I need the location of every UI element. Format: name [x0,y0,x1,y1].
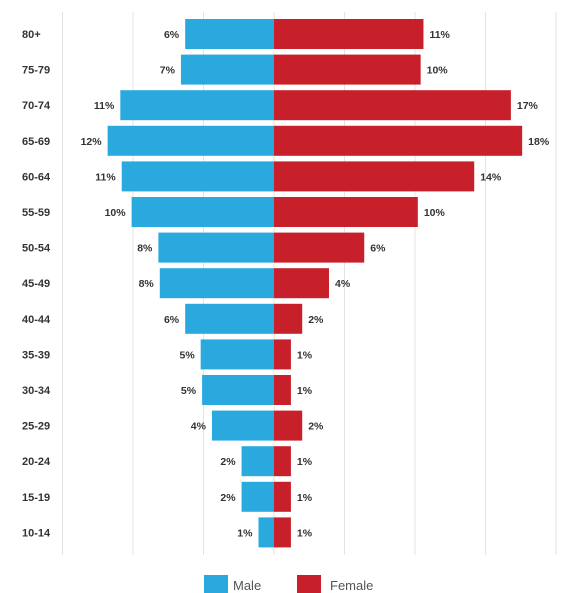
data-label: 10% [105,207,127,219]
y-tick-label: 55-59 [22,207,50,219]
y-tick-label: 35-39 [22,349,50,361]
y-tick-label: 65-69 [22,136,50,148]
bar-female [274,161,475,192]
data-label: 4% [335,278,351,290]
bar-male [258,517,274,548]
y-tick-label: 60-64 [22,171,51,183]
legend: Male Female [204,575,373,593]
data-label: 1% [237,527,253,539]
bar-female [274,410,303,441]
y-tick-label: 20-24 [22,456,51,468]
bar-female [274,339,291,370]
data-label: 7% [160,65,176,77]
bar-male [185,303,274,334]
data-label: 2% [308,314,324,326]
data-label: 2% [220,456,236,468]
data-label: 1% [297,456,313,468]
bar-male [107,125,275,156]
data-label: 11% [95,171,116,183]
bar-female [274,54,421,85]
bar-male [131,197,274,227]
data-label: 10% [424,207,446,219]
bar-male [185,19,274,49]
bar-male [211,410,274,441]
y-axis-tick-labels: 80+ 75-79 70-74 65-69 60-64 55-59 50-54 45-49 40… [22,29,51,539]
bar-female [274,303,303,334]
data-label: 1% [297,385,313,397]
bar-male [202,375,274,405]
bar-female [274,446,291,477]
bar-male [159,268,274,299]
bar-male [121,161,274,192]
bar-female [274,90,511,121]
data-label: 5% [181,385,197,397]
y-tick-label: 80+ [22,29,41,41]
data-label: 8% [139,278,155,290]
bar-female [274,197,418,227]
bar-female [274,481,291,512]
bar-female [274,517,291,548]
data-label: 1% [297,349,313,361]
data-label: 2% [308,421,324,433]
data-label: 2% [220,492,236,504]
bars [107,19,523,548]
bar-male [241,446,274,477]
data-label: 10% [427,65,449,77]
y-tick-label: 45-49 [22,278,50,290]
y-tick-label: 30-34 [22,385,51,397]
bar-male [200,339,274,370]
data-label: 11% [429,29,450,41]
bar-male [158,232,274,263]
y-tick-label: 10-14 [22,527,51,539]
y-tick-label: 70-74 [22,100,51,112]
bar-male [241,481,274,512]
data-label: 11% [94,100,115,112]
bar-female [274,19,424,49]
data-label: 8% [137,243,153,255]
data-label: 1% [297,527,313,539]
y-tick-label: 40-44 [22,314,51,326]
bar-male [120,90,274,121]
bar-female [274,375,291,405]
bar-female [274,125,523,156]
data-label: 6% [164,29,180,41]
legend-swatch-male [204,575,228,593]
data-label: 12% [81,136,103,148]
data-label: 4% [191,421,207,433]
data-labels: 6% 11% 7% 10% 11% 17% 12% 18% 11% 14% 10% 10% 8% 6% 8%… [81,29,550,539]
y-tick-label: 50-54 [22,243,51,255]
data-label: 18% [528,136,550,148]
data-label: 6% [164,314,180,326]
bar-female [274,268,329,299]
legend-label-male: Male [233,578,261,593]
bar-female [274,232,365,263]
data-label: 14% [480,171,502,183]
y-tick-label: 75-79 [22,65,50,77]
data-label: 6% [370,243,386,255]
y-tick-label: 15-19 [22,492,50,504]
legend-swatch-female [297,575,321,593]
data-label: 1% [297,492,313,504]
y-tick-label: 25-29 [22,421,50,433]
data-label: 5% [179,349,195,361]
data-label: 17% [517,100,539,112]
legend-label-female: Female [330,578,373,593]
bar-male [180,54,274,85]
